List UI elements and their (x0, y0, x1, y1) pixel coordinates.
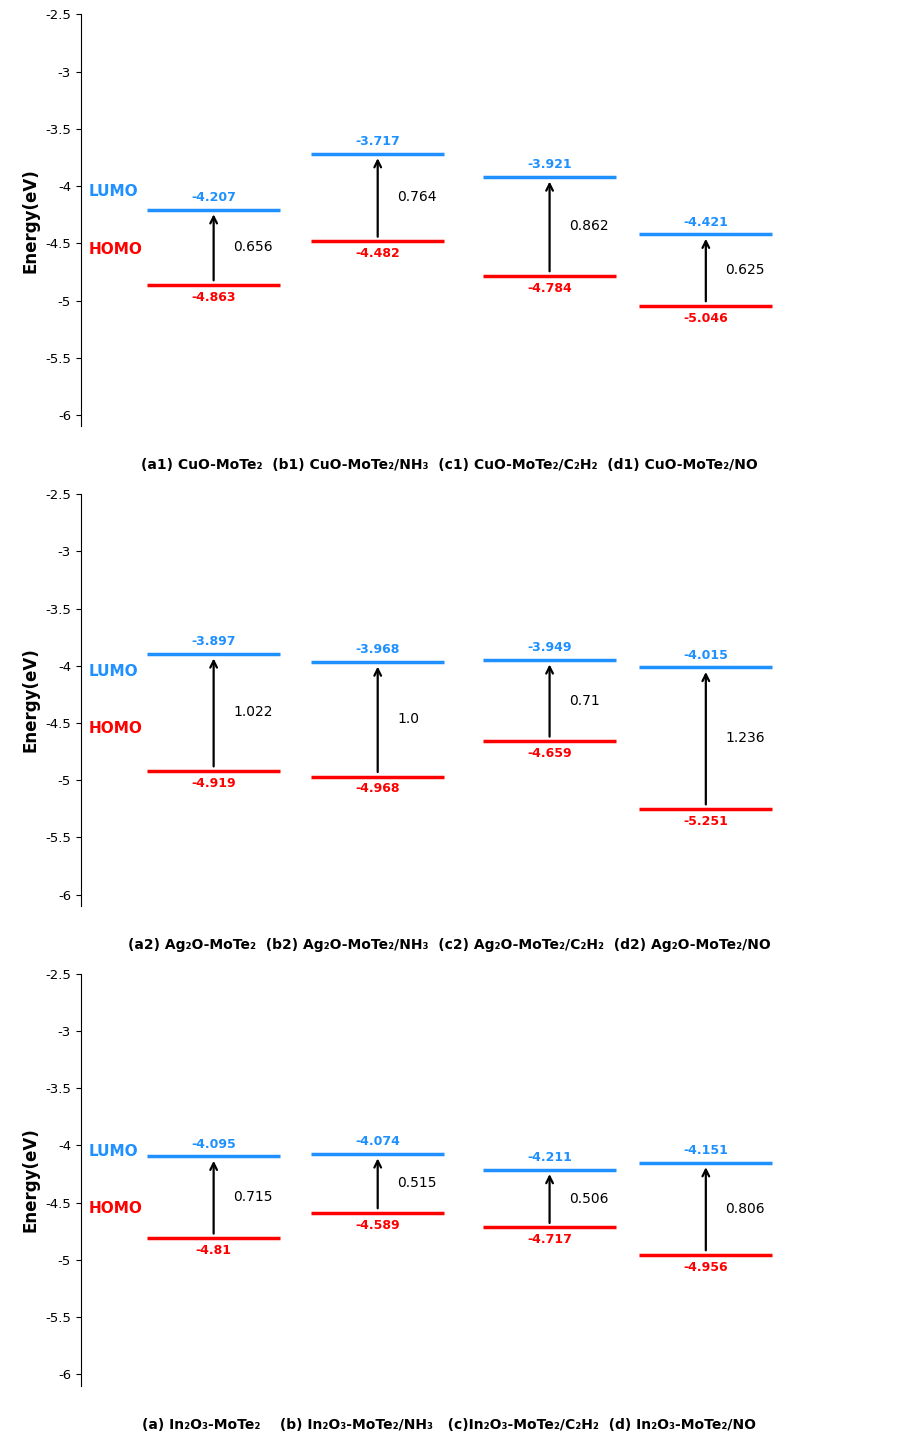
Text: -4.482: -4.482 (356, 248, 401, 260)
Text: -4.968: -4.968 (356, 783, 400, 796)
Text: (a1) CuO-MoTe₂  (b1) CuO-MoTe₂/NH₃  (c1) CuO-MoTe₂/C₂H₂  (d1) CuO-MoTe₂/NO: (a1) CuO-MoTe₂ (b1) CuO-MoTe₂/NH₃ (c1) C… (141, 459, 757, 472)
Text: -4.151: -4.151 (683, 1144, 728, 1157)
Text: HOMO: HOMO (89, 242, 143, 256)
Text: LUMO: LUMO (89, 663, 138, 679)
Text: -3.897: -3.897 (191, 635, 236, 648)
Text: -3.717: -3.717 (356, 135, 401, 148)
Text: -4.015: -4.015 (683, 649, 728, 662)
Text: -4.589: -4.589 (356, 1219, 400, 1232)
Text: 0.715: 0.715 (233, 1190, 273, 1204)
Text: -4.095: -4.095 (191, 1138, 236, 1151)
Y-axis label: Energy(eV): Energy(eV) (22, 1127, 40, 1232)
Text: -4.919: -4.919 (191, 777, 236, 790)
Text: HOMO: HOMO (89, 1202, 143, 1216)
Text: -4.717: -4.717 (527, 1233, 572, 1246)
Text: -5.046: -5.046 (683, 311, 728, 325)
Text: 0.862: 0.862 (569, 219, 609, 233)
Text: 0.71: 0.71 (569, 694, 600, 708)
Text: 0.625: 0.625 (726, 263, 765, 278)
Text: -3.949: -3.949 (527, 642, 572, 655)
Text: -4.421: -4.421 (683, 216, 728, 229)
Text: 1.236: 1.236 (726, 731, 765, 745)
Text: -3.921: -3.921 (527, 158, 572, 171)
Text: 0.506: 0.506 (569, 1191, 609, 1206)
Text: -4.81: -4.81 (196, 1243, 232, 1256)
Text: 1.022: 1.022 (233, 705, 273, 720)
Text: -4.784: -4.784 (527, 282, 572, 295)
Y-axis label: Energy(eV): Energy(eV) (22, 168, 40, 273)
Text: -4.956: -4.956 (683, 1261, 728, 1274)
Text: -4.659: -4.659 (527, 747, 572, 760)
Y-axis label: Energy(eV): Energy(eV) (22, 648, 40, 753)
Text: HOMO: HOMO (89, 721, 143, 737)
Text: -4.074: -4.074 (356, 1135, 401, 1148)
Text: LUMO: LUMO (89, 184, 138, 199)
Text: 1.0: 1.0 (397, 712, 419, 727)
Text: 0.515: 0.515 (397, 1176, 436, 1190)
Text: -3.968: -3.968 (356, 643, 400, 656)
Text: (a2) Ag₂O-MoTe₂  (b2) Ag₂O-MoTe₂/NH₃  (c2) Ag₂O-MoTe₂/C₂H₂  (d2) Ag₂O-MoTe₂/NO: (a2) Ag₂O-MoTe₂ (b2) Ag₂O-MoTe₂/NH₃ (c2)… (128, 938, 770, 953)
Text: 0.806: 0.806 (726, 1202, 765, 1216)
Text: -4.863: -4.863 (191, 291, 236, 304)
Text: 0.764: 0.764 (397, 190, 436, 204)
Text: -5.251: -5.251 (683, 814, 728, 827)
Text: -4.211: -4.211 (527, 1151, 572, 1164)
Text: 0.656: 0.656 (233, 240, 273, 255)
Text: (a) In₂O₃-MoTe₂    (b) In₂O₃-MoTe₂/NH₃   (c)In₂O₃-MoTe₂/C₂H₂  (d) In₂O₃-MoTe₂/NO: (a) In₂O₃-MoTe₂ (b) In₂O₃-MoTe₂/NH₃ (c)I… (142, 1417, 756, 1432)
Text: -4.207: -4.207 (191, 191, 236, 204)
Text: LUMO: LUMO (89, 1144, 138, 1158)
